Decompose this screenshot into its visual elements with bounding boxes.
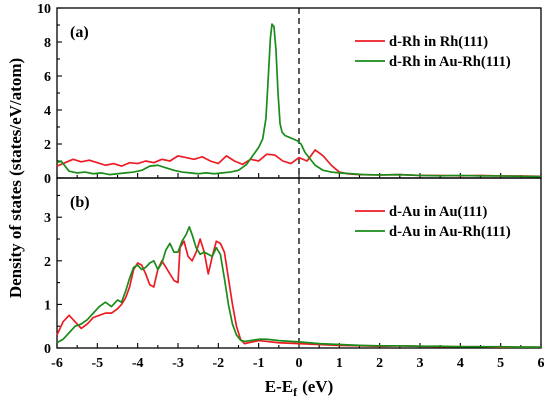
y-tick-label: 2 xyxy=(44,138,51,153)
x-tick-label: -6 xyxy=(51,356,63,371)
y-tick-label: 3 xyxy=(44,211,51,226)
legend-label-d-au-in-au-rh-111: d-Au in Au-Rh(111) xyxy=(389,224,511,240)
x-tick-labels: -6 -5 -4 -3 -2 -1 0 1 2 3 4 5 6 xyxy=(51,356,544,371)
y-tick-label: 0 xyxy=(44,342,51,357)
x-tick-label: -5 xyxy=(91,356,103,371)
x-tick-label: 1 xyxy=(336,356,343,371)
y-tick-label: 4 xyxy=(44,104,51,119)
y-tick-label: 1 xyxy=(44,298,51,313)
x-axis-label-unit: (eV) xyxy=(302,377,333,396)
y-tick-label: 2 xyxy=(44,255,51,270)
x-tick-label: 5 xyxy=(497,356,504,371)
y-tick-label: 8 xyxy=(44,36,51,51)
x-tick-label: 0 xyxy=(296,356,303,371)
y-axis-label: Density of states (states/eV/atom) xyxy=(6,58,25,298)
x-axis-label-subscript: f xyxy=(293,385,298,399)
x-tick-label: -1 xyxy=(253,356,265,371)
x-axis-label-main: E-E xyxy=(265,377,293,396)
y-tick-label: 10 xyxy=(37,2,51,17)
legend-label-d-rh-in-rh-111: d-Rh in Rh(111) xyxy=(389,34,488,50)
panel-a: 0 2 4 6 8 10 d-Rh in Rh(111) d-Rh in Au-Rh(111)… xyxy=(37,2,542,187)
x-tick-label: -4 xyxy=(132,356,144,371)
x-axis-label: E-Ef (eV) xyxy=(265,377,334,399)
panel-label: (a) xyxy=(70,24,89,41)
x-tick-label: 6 xyxy=(538,356,545,371)
y-tick-label: 6 xyxy=(44,70,51,85)
x-tick-label: -2 xyxy=(212,356,224,371)
legend-label-d-rh-in-au-rh-111: d-Rh in Au-Rh(111) xyxy=(389,54,511,70)
x-tick-label: 2 xyxy=(376,356,383,371)
x-tick-label: 4 xyxy=(457,356,464,371)
panel-b: 0 1 2 3 d-Au in Au(111) d-Au in Au-Rh(111) (b) xyxy=(44,177,542,357)
x-tick-label: -3 xyxy=(172,356,184,371)
series-line-d-au-in-au-rh-111 xyxy=(56,225,541,348)
x-tick-label: 3 xyxy=(417,356,424,371)
y-tick-label: 0 xyxy=(44,172,51,187)
legend-label-d-au-in-au-111: d-Au in Au(111) xyxy=(389,204,487,220)
panel-label: (b) xyxy=(70,194,90,211)
series-line-d-rh-in-au-rh-111 xyxy=(56,23,542,178)
